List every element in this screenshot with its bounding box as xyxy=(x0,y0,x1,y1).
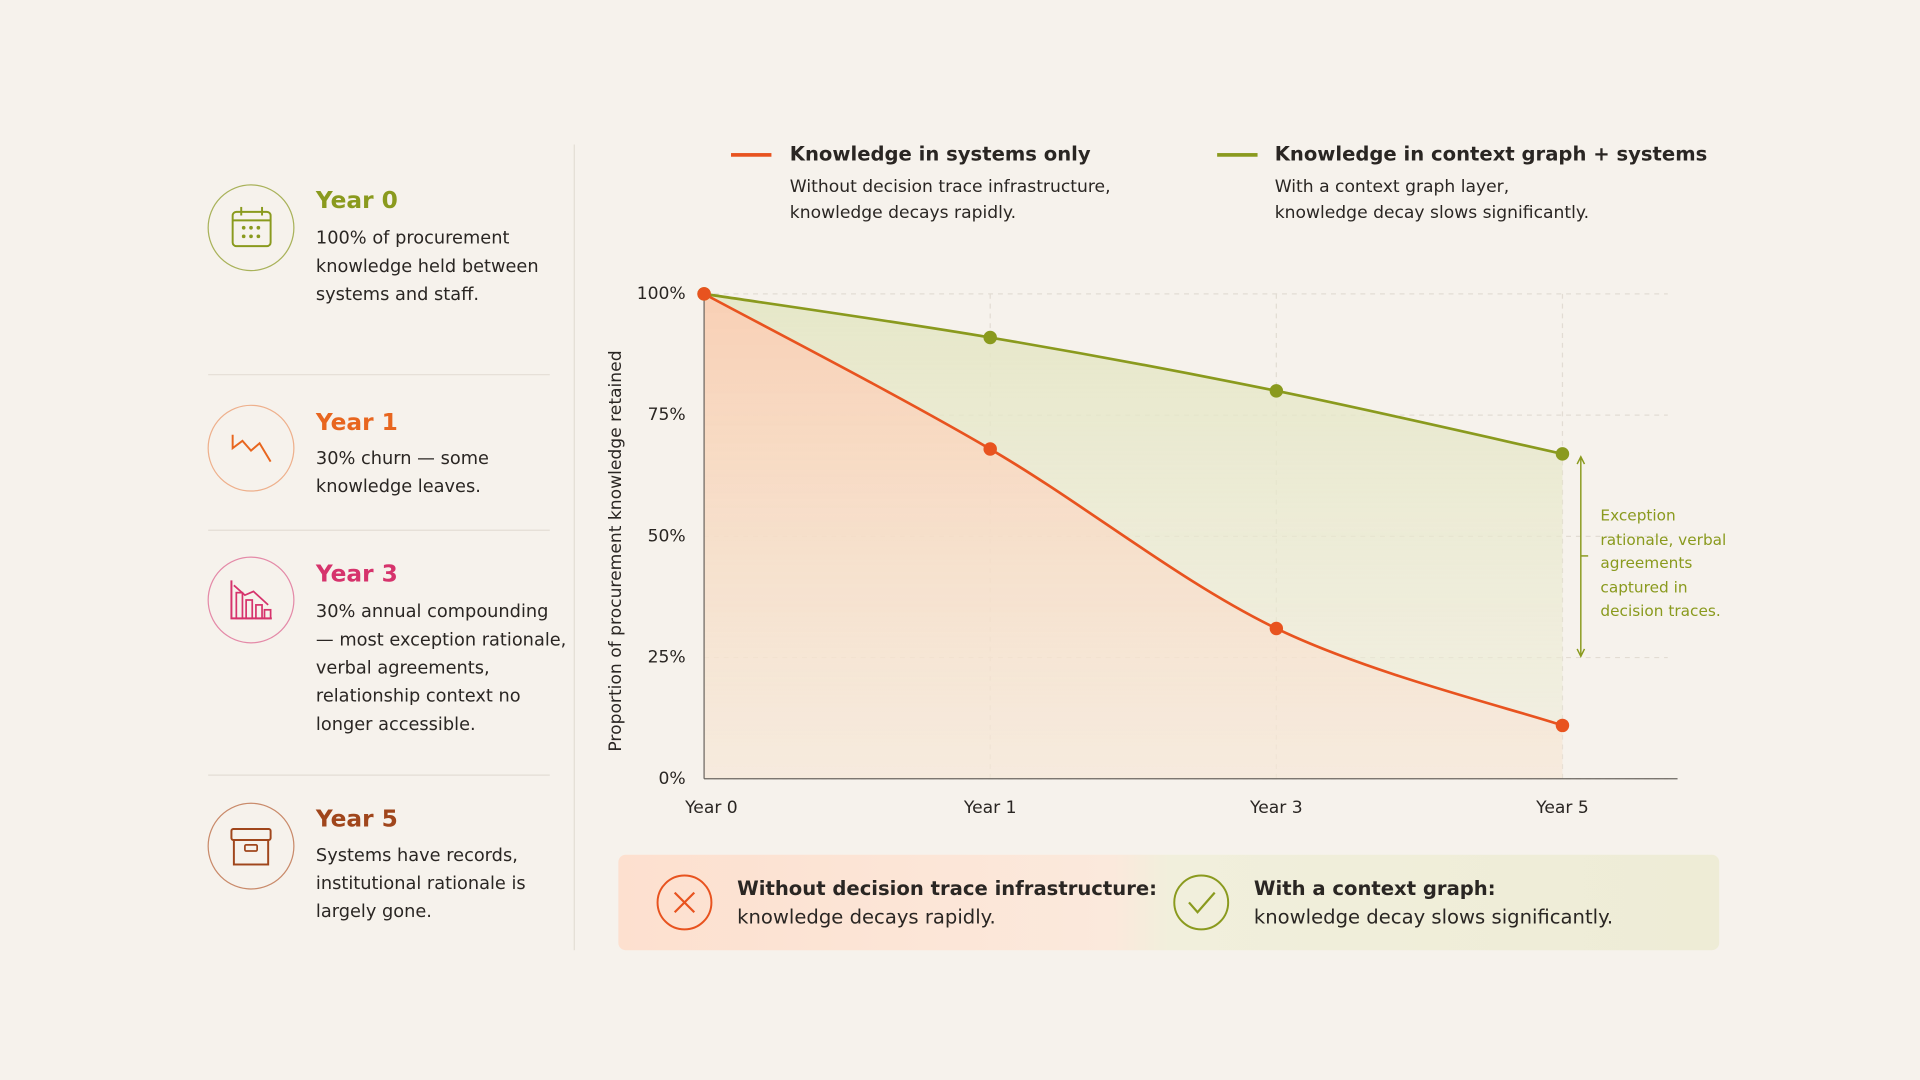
y-tick-label: 50% xyxy=(648,526,686,546)
icon xyxy=(207,184,295,272)
point xyxy=(1555,447,1570,461)
y-tick-label: 25% xyxy=(648,648,686,668)
legend-description: With a context graph layer, knowledge de… xyxy=(1274,177,1590,223)
step-text: 30% annual compounding — most exception … xyxy=(315,602,567,735)
x-tick-label: Year 5 xyxy=(1535,798,1589,818)
step-text: Systems have records, institutional rati… xyxy=(315,846,526,923)
icon xyxy=(207,556,295,644)
y-tick-label: 0% xyxy=(659,769,686,789)
step-title: Year 5 xyxy=(315,805,398,833)
y-tick-label: 75% xyxy=(648,405,686,425)
legend-name: Knowledge in systems only xyxy=(789,142,1091,166)
step-title: Year 3 xyxy=(315,560,398,588)
step-text: 30% churn — some knowledge leaves. xyxy=(315,449,489,498)
x-tick-label: Year 0 xyxy=(684,798,738,818)
step-title: Year 1 xyxy=(315,408,398,436)
icon xyxy=(207,404,295,492)
icon xyxy=(207,802,295,890)
point xyxy=(983,442,997,456)
point xyxy=(1269,384,1284,398)
point xyxy=(1269,621,1284,636)
line xyxy=(703,292,1563,727)
icon xyxy=(656,874,713,931)
legend-swatch xyxy=(731,153,772,157)
summary-item: Without decision trace infrastructure: kn… xyxy=(737,874,1157,930)
annotation: Exception rationale, verbal agreements c… xyxy=(1600,505,1727,620)
step-title: Year 0 xyxy=(315,187,398,215)
icon xyxy=(1173,874,1230,931)
summary-text: knowledge decay slows significantly. xyxy=(1253,904,1614,929)
x-tick-label: Year 1 xyxy=(963,798,1017,818)
point xyxy=(983,330,997,345)
point xyxy=(1555,718,1570,733)
y-tick-label: 100% xyxy=(637,284,686,304)
area xyxy=(704,293,1563,779)
summary-item: With a context graph: knowledge decay slo… xyxy=(1254,874,1613,930)
legend-name: Knowledge in context graph + systems xyxy=(1274,142,1708,166)
summary-title: With a context graph: xyxy=(1253,876,1496,901)
summary-banner xyxy=(618,854,1720,951)
step-text: 100% of procurement knowledge held betwe… xyxy=(315,228,539,305)
x-tick-label: Year 3 xyxy=(1249,798,1303,818)
summary-title: Without decision trace infrastructure: xyxy=(737,876,1158,901)
legend-description: Without decision trace infrastructure, k… xyxy=(789,177,1111,223)
legend-swatch xyxy=(1217,153,1258,157)
line xyxy=(703,292,1563,456)
y-axis-label: Proportion of procurement knowledge reta… xyxy=(606,350,626,751)
point xyxy=(697,287,711,301)
summary-text: knowledge decays rapidly. xyxy=(737,904,996,929)
annotation-arrow xyxy=(1576,455,1589,658)
